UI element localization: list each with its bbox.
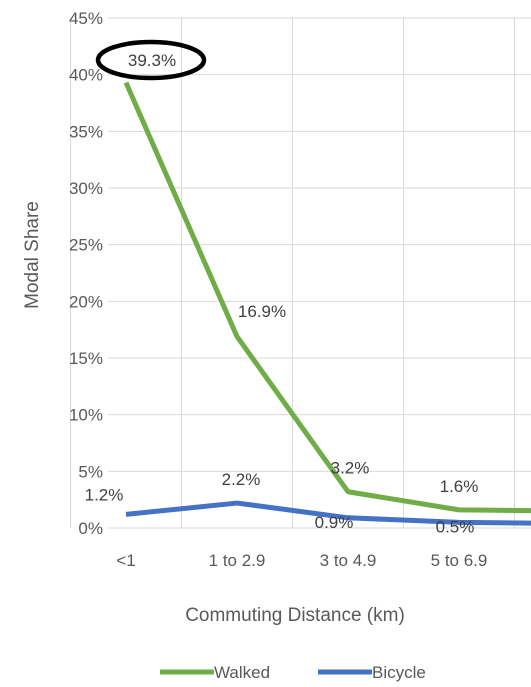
y-tick-label: 30% [69, 179, 103, 198]
data-label-bicycle: 1.2% [85, 485, 124, 504]
y-tick-label: 5% [78, 462, 103, 481]
highlight-ellipse [95, 39, 207, 81]
x-tick-label: 1 to 2.9 [209, 551, 266, 570]
gridlines [70, 17, 531, 529]
x-tick-label: <1 [116, 551, 135, 570]
data-label-bicycle: 0.5% [436, 517, 475, 536]
data-label-walked: 16.9% [238, 302, 286, 321]
data-label-walked: 3.2% [331, 459, 370, 478]
legend: Walked Bicycle [160, 663, 426, 682]
y-tick-label: 40% [69, 66, 103, 85]
legend-label-bicycle: Bicycle [372, 663, 426, 682]
y-tick-label: 35% [69, 122, 103, 141]
data-label-bicycle: 2.2% [222, 470, 261, 489]
y-tick-label: 20% [69, 292, 103, 311]
series-line-walked [123, 81, 531, 514]
y-tick-label: 15% [69, 349, 103, 368]
y-tick-label: 25% [69, 236, 103, 255]
x-tick-label: 3 to 4.9 [320, 551, 377, 570]
y-tick-label: 45% [69, 9, 103, 28]
y-axis-title: Modal Share [22, 201, 43, 309]
y-tick-label: 0% [78, 519, 103, 538]
x-tick-label: 5 to 6.9 [431, 551, 488, 570]
data-labels: 39.3% 16.9% 3.2% 1.6% 1.2% 2.2% 0.9% 0.5% [85, 51, 479, 536]
highlight-annotation [95, 39, 207, 81]
legend-label-walked: Walked [214, 663, 270, 682]
data-label-bicycle: 0.9% [315, 513, 354, 532]
y-axis-ticks: 0% 5% 10% 15% 20% 25% 30% 35% 40% 45% [69, 9, 103, 538]
x-axis-ticks: <1 1 to 2.9 3 to 4.9 5 to 6.9 [116, 551, 487, 570]
series-line-bicycle [125, 500, 531, 526]
series-lines [123, 81, 531, 526]
data-label-walked: 39.3% [128, 51, 176, 70]
x-axis-title: Commuting Distance (km) [185, 605, 405, 626]
y-tick-label: 10% [69, 406, 103, 425]
data-label-walked: 1.6% [440, 477, 479, 496]
